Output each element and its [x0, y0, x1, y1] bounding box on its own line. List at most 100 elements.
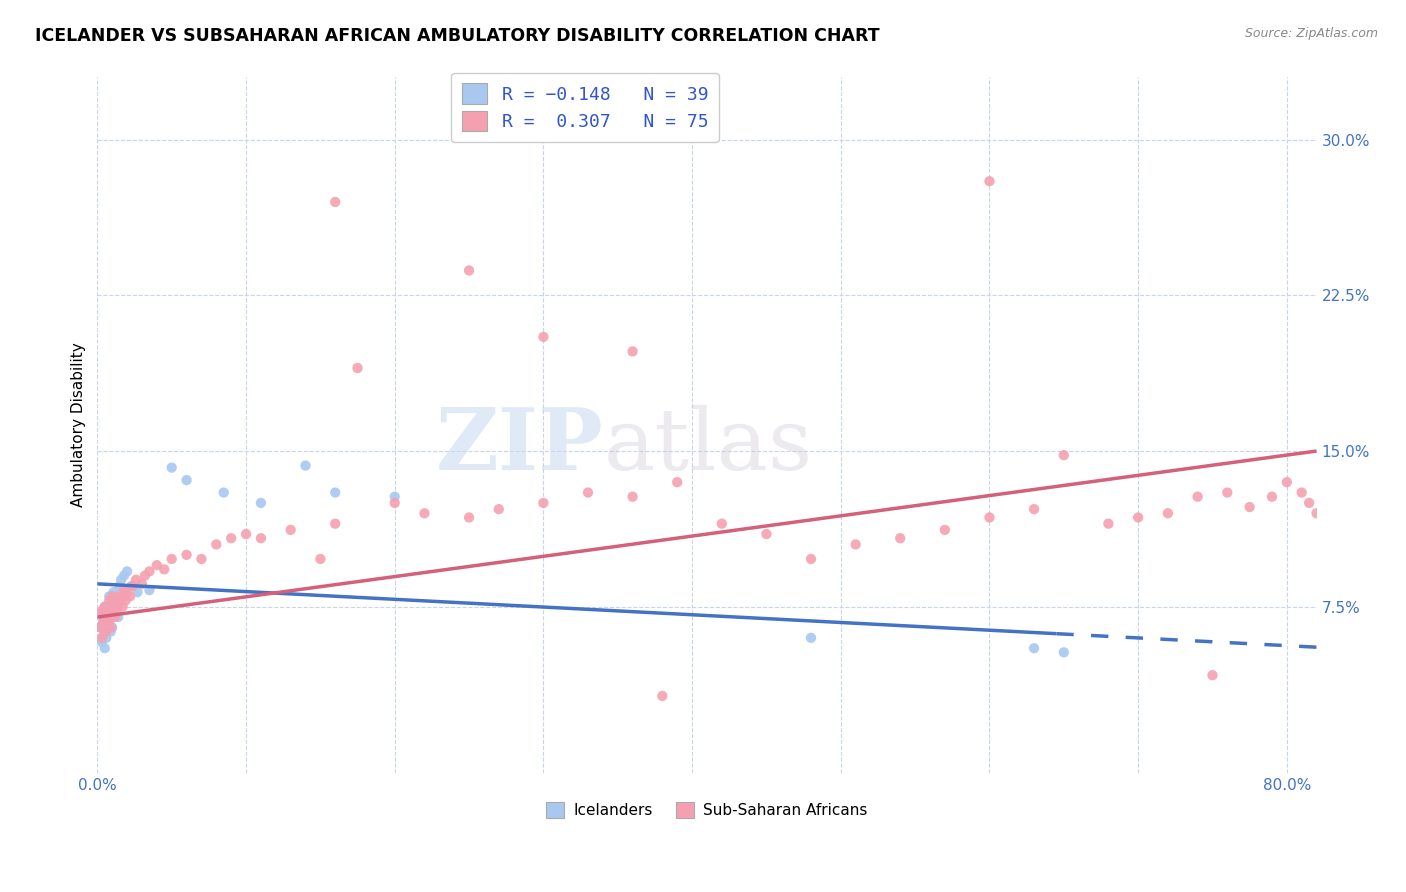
Point: [1298, 496, 1320, 510]
Point: [101, 604, 124, 618]
Point: [104, 610, 127, 624]
Point: [1157, 506, 1180, 520]
Point: [100, 601, 122, 615]
Point: [1336, 537, 1358, 551]
Point: [114, 593, 136, 607]
Point: [108, 579, 131, 593]
Point: [96, 610, 118, 624]
Point: [103, 585, 125, 599]
Point: [94, 624, 117, 639]
Point: [176, 548, 198, 562]
Point: [323, 194, 346, 209]
Point: [710, 516, 733, 531]
Point: [651, 689, 673, 703]
Point: [153, 562, 176, 576]
Point: [90, 604, 112, 618]
Point: [115, 585, 138, 599]
Point: [666, 475, 689, 490]
Point: [160, 460, 183, 475]
Point: [458, 510, 481, 524]
Point: [107, 610, 129, 624]
Point: [103, 599, 125, 614]
Point: [531, 496, 554, 510]
Text: atlas: atlas: [603, 404, 813, 488]
Point: [138, 583, 160, 598]
Point: [100, 620, 122, 634]
Point: [105, 590, 128, 604]
Text: Source: ZipAtlas.com: Source: ZipAtlas.com: [1244, 27, 1378, 40]
Point: [160, 552, 183, 566]
Point: [488, 502, 510, 516]
Point: [531, 330, 554, 344]
Point: [1305, 506, 1327, 520]
Point: [1261, 490, 1284, 504]
Point: [94, 599, 117, 614]
Point: [250, 496, 273, 510]
Point: [89, 620, 111, 634]
Point: [1022, 641, 1045, 656]
Point: [98, 606, 121, 620]
Point: [1239, 500, 1261, 514]
Point: [235, 527, 257, 541]
Point: [1320, 523, 1343, 537]
Point: [250, 531, 273, 545]
Point: [115, 565, 138, 579]
Point: [94, 599, 117, 614]
Point: [1053, 448, 1076, 462]
Point: [323, 485, 346, 500]
Point: [800, 552, 823, 566]
Point: [413, 506, 436, 520]
Point: [458, 263, 481, 277]
Point: [1327, 531, 1350, 545]
Point: [97, 610, 120, 624]
Point: [89, 620, 111, 634]
Point: [91, 614, 114, 628]
Point: [309, 552, 332, 566]
Point: [138, 565, 160, 579]
Point: [621, 490, 644, 504]
Point: [97, 599, 120, 614]
Point: [294, 458, 316, 473]
Point: [101, 620, 124, 634]
Point: [219, 531, 242, 545]
Point: [101, 590, 124, 604]
Point: [90, 631, 112, 645]
Point: [110, 591, 132, 606]
Point: [94, 641, 117, 656]
Point: [934, 523, 956, 537]
Text: ZIP: ZIP: [436, 404, 603, 488]
Point: [1053, 645, 1076, 659]
Point: [121, 579, 143, 593]
Point: [91, 629, 114, 643]
Point: [98, 590, 121, 604]
Point: [122, 579, 145, 593]
Point: [1313, 516, 1336, 531]
Text: ICELANDER VS SUBSAHARAN AFRICAN AMBULATORY DISABILITY CORRELATION CHART: ICELANDER VS SUBSAHARAN AFRICAN AMBULATO…: [35, 27, 880, 45]
Point: [104, 593, 127, 607]
Point: [96, 606, 118, 620]
Point: [845, 537, 868, 551]
Point: [131, 577, 153, 591]
Point: [800, 631, 823, 645]
Point: [108, 590, 131, 604]
Point: [90, 635, 112, 649]
Point: [346, 361, 368, 376]
Point: [212, 485, 235, 500]
Point: [1126, 510, 1149, 524]
Point: [98, 614, 121, 628]
Point: [979, 510, 1001, 524]
Point: [105, 604, 128, 618]
Point: [94, 610, 117, 624]
Point: [112, 568, 135, 582]
Point: [1022, 502, 1045, 516]
Point: [134, 568, 156, 582]
Point: [101, 598, 124, 612]
Point: [98, 593, 121, 607]
Point: [1291, 485, 1313, 500]
Point: [120, 590, 142, 604]
Point: [125, 573, 148, 587]
Point: [576, 485, 599, 500]
Legend: Icelanders, Sub-Saharan Africans: Icelanders, Sub-Saharan Africans: [540, 796, 875, 824]
Point: [96, 624, 118, 639]
Point: [176, 473, 198, 487]
